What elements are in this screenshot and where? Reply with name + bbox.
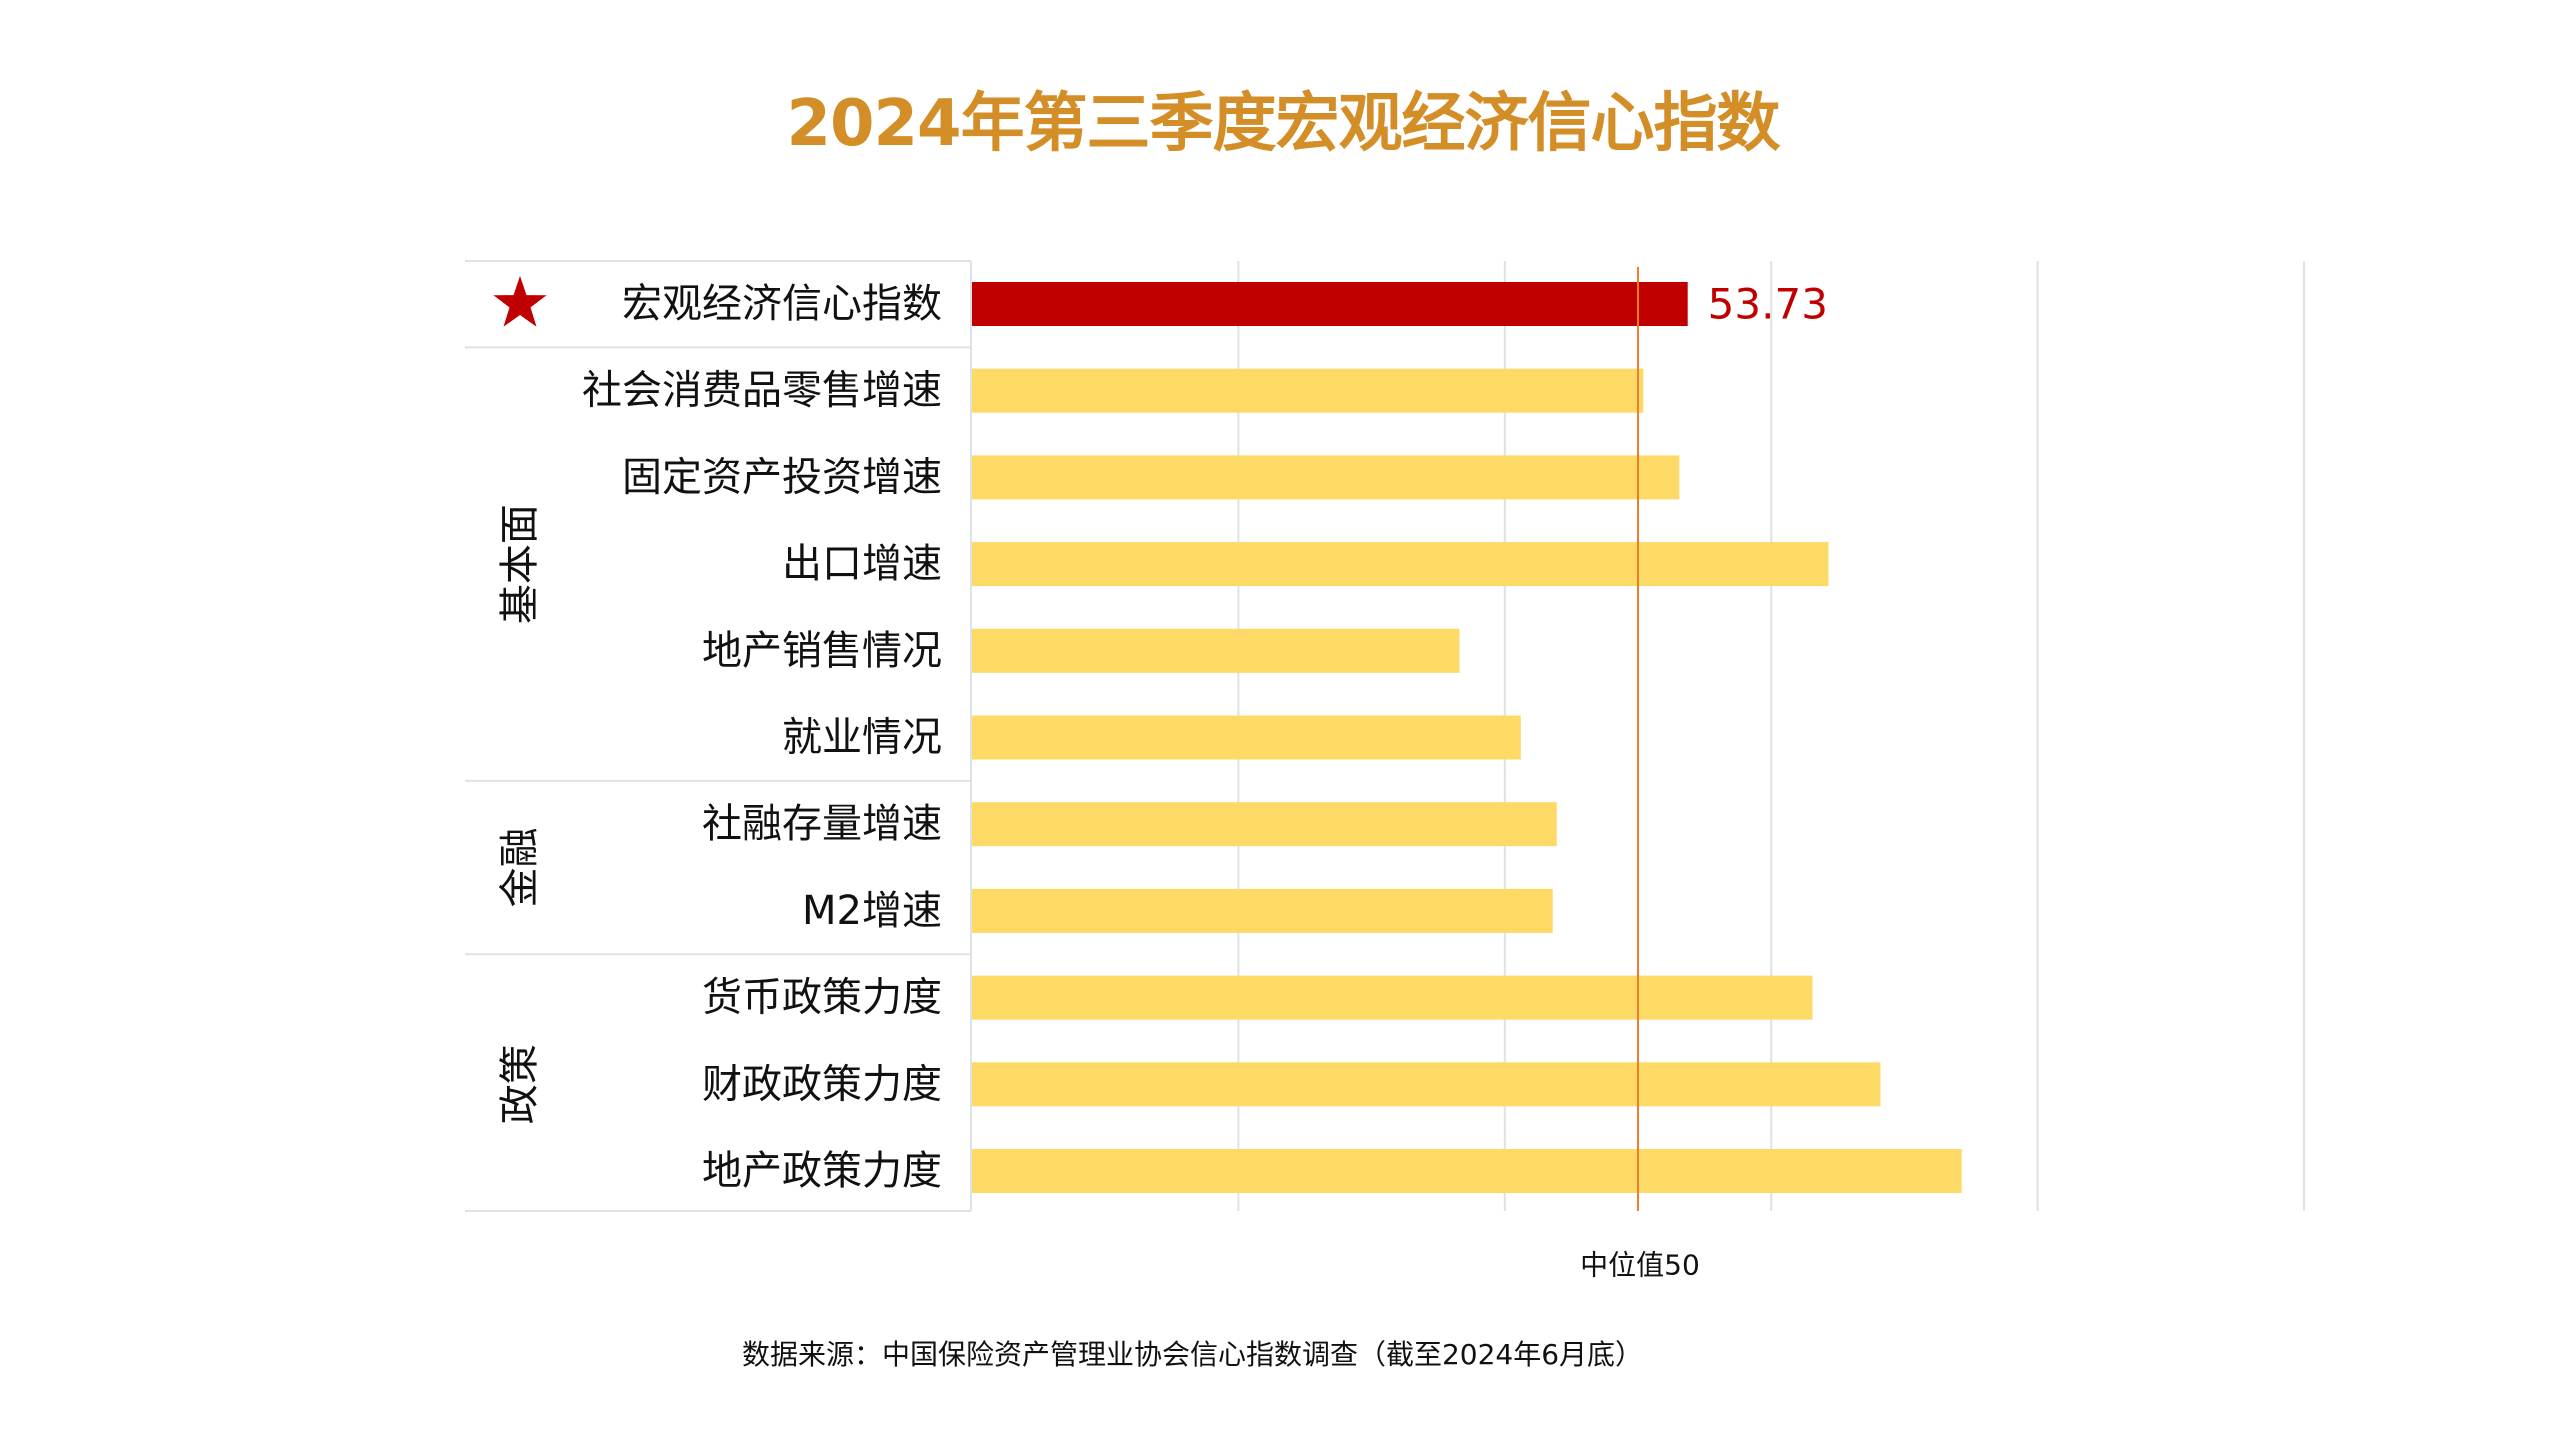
bar bbox=[972, 1062, 1881, 1107]
category-label: 社会消费品零售增速 bbox=[582, 368, 942, 414]
category-label: 社融存量增速 bbox=[702, 801, 942, 847]
category-label: 地产销售情况 bbox=[702, 628, 942, 674]
bar bbox=[972, 802, 1557, 847]
category-label: 宏观经济信心指数 bbox=[622, 281, 942, 327]
bar bbox=[972, 542, 1829, 587]
category-label: 财政政策力度 bbox=[702, 1061, 942, 1107]
bar bbox=[972, 628, 1460, 673]
group-label-2: 金融 bbox=[497, 828, 543, 908]
bars bbox=[972, 282, 1962, 1193]
median-reference: 中位值50 bbox=[1580, 267, 1700, 1282]
bar bbox=[972, 888, 1553, 933]
group-label-1: 基本面 bbox=[497, 504, 543, 624]
star-icon bbox=[493, 276, 547, 327]
category-label: 就业情况 bbox=[782, 715, 942, 761]
bar-highlight bbox=[972, 282, 1688, 326]
bar bbox=[972, 975, 1813, 1020]
category-label: 出口增速 bbox=[782, 541, 942, 587]
value-label: 53.73 bbox=[1708, 280, 1828, 329]
source-note: 数据来源：中国保险资产管理业协会信心指数调查（截至2024年6月底） bbox=[741, 1338, 1644, 1371]
category-label: 固定资产投资增速 bbox=[622, 454, 942, 500]
bar bbox=[972, 455, 1680, 500]
category-label: 地产政策力度 bbox=[702, 1148, 942, 1194]
category-label: M2增速 bbox=[802, 888, 942, 934]
bar bbox=[972, 1149, 1962, 1193]
bar bbox=[972, 715, 1521, 760]
category-label: 货币政策力度 bbox=[702, 975, 942, 1021]
group-label-3: 政策 bbox=[497, 1044, 543, 1124]
median-label: 中位值50 bbox=[1580, 1249, 1700, 1282]
label-panel bbox=[465, 260, 972, 1212]
bar bbox=[972, 368, 1644, 413]
chart-title: 2024年第三季度宏观经济信心指数 bbox=[786, 87, 1780, 161]
